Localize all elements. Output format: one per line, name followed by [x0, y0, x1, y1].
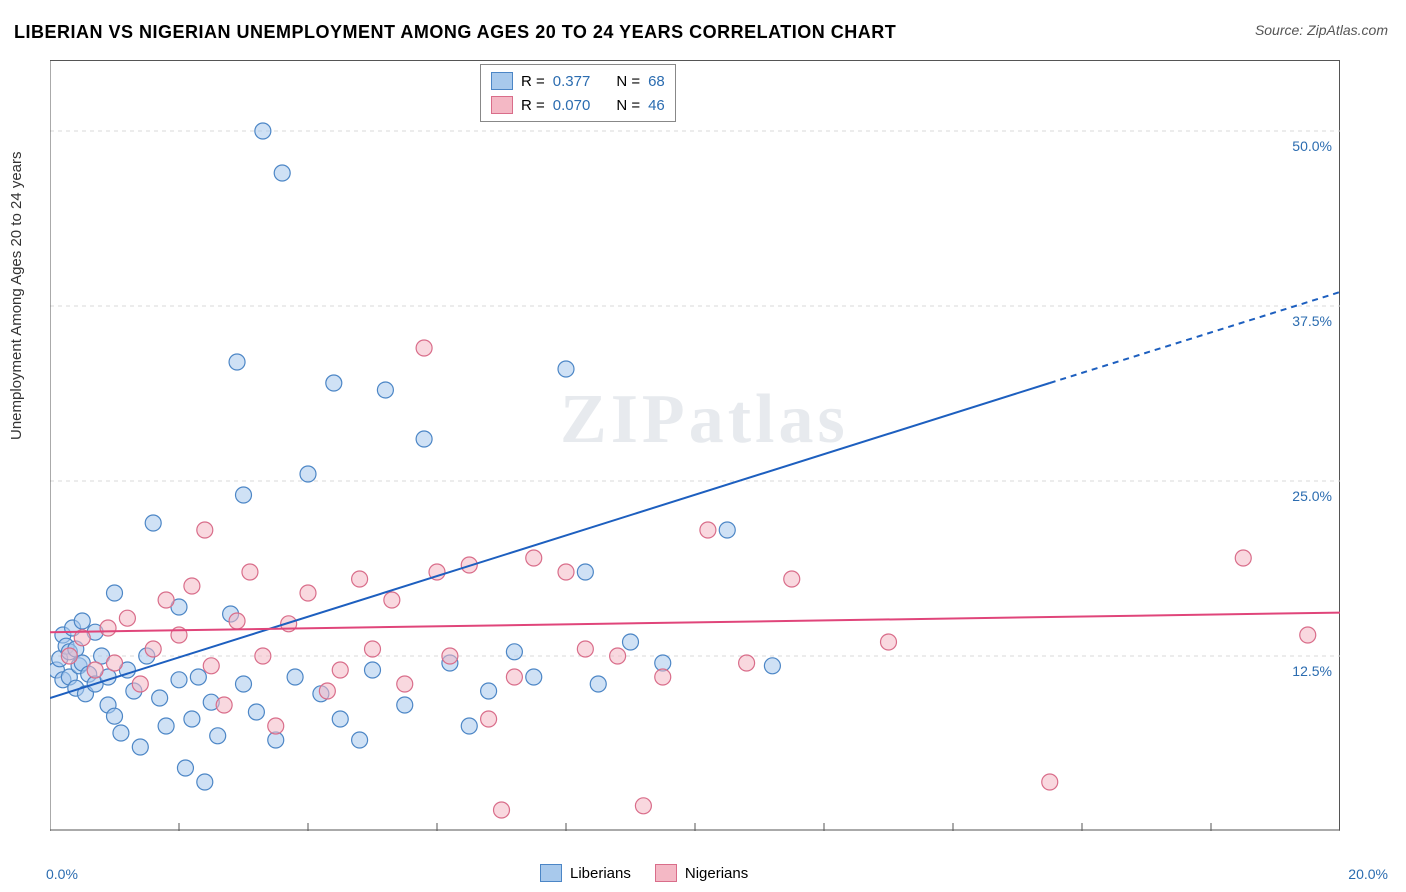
svg-text:12.5%: 12.5% [1292, 663, 1332, 679]
svg-text:37.5%: 37.5% [1292, 313, 1332, 329]
legend-label-liberians: Liberians [570, 865, 631, 882]
swatch-liberians-icon [540, 864, 562, 882]
x-axis-max-label: 20.0% [1348, 866, 1388, 882]
n-value-nigerians: 46 [648, 97, 665, 114]
swatch-nigerians [491, 96, 513, 114]
legend-item-nigerians: Nigerians [655, 864, 748, 882]
legend-item-liberians: Liberians [540, 864, 631, 882]
r-value-nigerians: 0.070 [553, 97, 591, 114]
scatter-svg: 12.5% 25.0% 37.5% 50.0% [50, 61, 1340, 831]
n-value-liberians: 68 [648, 73, 665, 90]
svg-text:25.0%: 25.0% [1292, 488, 1332, 504]
n-label: N = [616, 97, 640, 114]
r-value-liberians: 0.377 [553, 73, 591, 90]
swatch-nigerians-icon [655, 864, 677, 882]
legend-row-nigerians: R = 0.070 N = 46 [491, 93, 665, 117]
swatch-liberians [491, 72, 513, 90]
r-label: R = [521, 97, 545, 114]
chart-container: LIBERIAN VS NIGERIAN UNEMPLOYMENT AMONG … [0, 0, 1406, 892]
r-label: R = [521, 73, 545, 90]
svg-text:50.0%: 50.0% [1292, 138, 1332, 154]
x-axis-min-label: 0.0% [46, 866, 78, 882]
plot-area: 12.5% 25.0% 37.5% 50.0% [50, 60, 1340, 830]
series-legend: Liberians Nigerians [540, 864, 748, 882]
legend-label-nigerians: Nigerians [685, 865, 748, 882]
source-label: Source: ZipAtlas.com [1255, 22, 1388, 38]
y-axis-label: Unemployment Among Ages 20 to 24 years [8, 151, 25, 440]
correlation-legend: R = 0.377 N = 68 R = 0.070 N = 46 [480, 64, 676, 122]
chart-title: LIBERIAN VS NIGERIAN UNEMPLOYMENT AMONG … [14, 22, 896, 43]
legend-row-liberians: R = 0.377 N = 68 [491, 69, 665, 93]
n-label: N = [616, 73, 640, 90]
